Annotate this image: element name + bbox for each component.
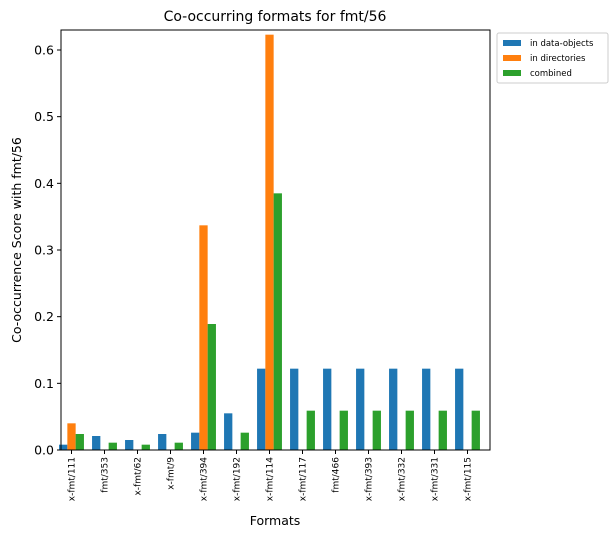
x-tick-label: x-fmt/394	[200, 457, 210, 502]
bar-in-directories-x-fmt-114	[265, 34, 274, 451]
x-tick-label: x-fmt/111	[68, 457, 78, 501]
y-tick-label: 0.1	[34, 376, 54, 391]
y-tick-label: 0.4	[34, 176, 54, 191]
bar-in-data-objects-fmt-353	[92, 436, 101, 450]
legend: in data-objects in directories combined	[496, 32, 609, 84]
x-tick-label: x-fmt/115	[464, 457, 474, 501]
y-tick-label: 0.0	[34, 443, 54, 458]
bar-combined-x-fmt-9	[174, 442, 183, 450]
x-axis-label: Formats	[250, 513, 301, 528]
bar-in-data-objects-x-fmt-62	[125, 440, 134, 450]
x-axis: x-fmt/111 fmt/353 x-fmt/62 x-fmt/9 x-fmt/394…	[68, 450, 474, 501]
y-tick-label: 0.2	[34, 309, 54, 324]
x-tick-label: x-fmt/332	[398, 457, 408, 501]
bar-combined-x-fmt-117	[306, 410, 315, 450]
bar-in-data-objects-x-fmt-114	[257, 368, 266, 450]
bar-combined-fmt-353	[108, 442, 117, 450]
bar-in-data-objects-x-fmt-331	[422, 368, 431, 450]
bar-combined-x-fmt-393	[372, 410, 381, 450]
bar-in-data-objects-x-fmt-393	[356, 368, 365, 450]
x-tick-label: fmt/466	[332, 457, 342, 493]
bar-combined-fmt-466	[339, 410, 348, 450]
bar-in-data-objects-x-fmt-117	[290, 368, 299, 450]
bar-combined-x-fmt-115	[471, 410, 480, 450]
y-axis: 0.0 0.1 0.2 0.3 0.4 0.5 0.6	[34, 43, 61, 458]
bar-in-data-objects-x-fmt-192	[224, 413, 233, 450]
bars-group	[59, 34, 480, 451]
bar-in-data-objects-x-fmt-394	[191, 432, 200, 450]
x-tick-label: x-fmt/114	[266, 457, 276, 502]
bar-in-data-objects-x-fmt-9	[158, 434, 167, 450]
y-axis-label: Co-occurrence Score with fmt/56	[9, 137, 24, 343]
bar-in-directories-x-fmt-111	[67, 423, 76, 450]
x-tick-label: fmt/353	[101, 457, 111, 493]
legend-swatch	[503, 70, 521, 76]
legend-label: combined	[530, 69, 572, 79]
bar-combined-x-fmt-62	[141, 444, 150, 450]
legend-swatch	[503, 40, 521, 46]
y-tick-label: 0.5	[34, 109, 54, 124]
bar-in-data-objects-x-fmt-332	[389, 368, 398, 450]
legend-label: in data-objects	[530, 39, 594, 49]
x-tick-label: x-fmt/9	[167, 457, 177, 490]
legend-swatch	[503, 55, 521, 61]
x-tick-label: x-fmt/331	[431, 457, 441, 501]
bar-combined-x-fmt-394	[207, 324, 216, 450]
bar-in-data-objects-x-fmt-111	[59, 444, 68, 450]
x-tick-label: x-fmt/62	[134, 457, 144, 496]
bar-combined-x-fmt-114	[273, 193, 282, 450]
x-tick-label: x-fmt/117	[299, 457, 309, 501]
legend-frame	[496, 32, 609, 84]
bar-in-data-objects-x-fmt-115	[455, 368, 464, 450]
legend-label: in directories	[530, 54, 586, 64]
bar-combined-x-fmt-332	[405, 410, 414, 450]
x-tick-label: x-fmt/192	[233, 457, 243, 501]
chart-title: Co-occurring formats for fmt/56	[164, 9, 387, 25]
bar-combined-x-fmt-331	[438, 410, 447, 450]
bar-combined-x-fmt-111	[75, 434, 84, 450]
plot-frame	[60, 29, 491, 451]
y-tick-label: 0.6	[34, 43, 54, 58]
bar-in-data-objects-fmt-466	[323, 368, 332, 450]
y-tick-label: 0.3	[34, 243, 54, 258]
bar-combined-x-fmt-192	[240, 432, 249, 450]
bar-in-directories-x-fmt-394	[199, 225, 208, 450]
x-tick-label: x-fmt/393	[365, 457, 375, 501]
